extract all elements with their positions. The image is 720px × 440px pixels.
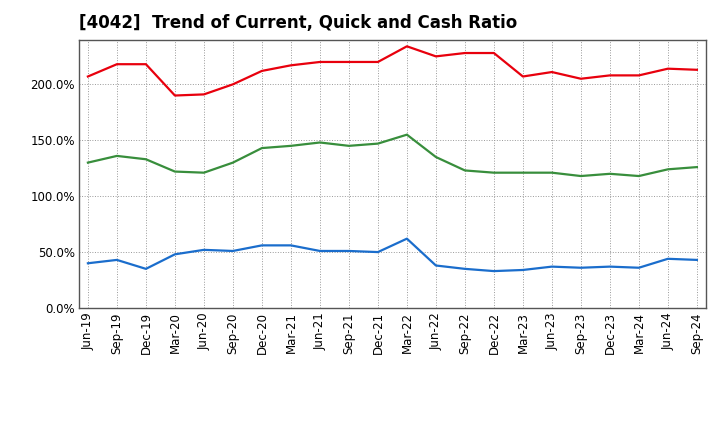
Cash Ratio — [490, 268, 498, 274]
Cash Ratio — [431, 263, 440, 268]
Current Ratio — [518, 74, 527, 79]
Quick Ratio — [693, 165, 701, 170]
Cash Ratio — [577, 265, 585, 270]
Quick Ratio — [84, 160, 92, 165]
Cash Ratio — [171, 252, 179, 257]
Cash Ratio — [606, 264, 614, 269]
Quick Ratio — [402, 132, 411, 137]
Quick Ratio — [606, 171, 614, 176]
Current Ratio — [228, 82, 237, 87]
Quick Ratio — [431, 154, 440, 160]
Current Ratio — [287, 62, 295, 68]
Current Ratio — [84, 74, 92, 79]
Cash Ratio — [228, 248, 237, 253]
Quick Ratio — [374, 141, 382, 146]
Quick Ratio — [518, 170, 527, 175]
Current Ratio — [199, 92, 208, 97]
Cash Ratio — [664, 256, 672, 261]
Cash Ratio — [142, 266, 150, 271]
Cash Ratio — [258, 243, 266, 248]
Quick Ratio — [199, 170, 208, 175]
Quick Ratio — [634, 173, 643, 179]
Cash Ratio — [112, 257, 121, 263]
Current Ratio — [490, 50, 498, 55]
Quick Ratio — [112, 153, 121, 158]
Text: [4042]  Trend of Current, Quick and Cash Ratio: [4042] Trend of Current, Quick and Cash … — [79, 15, 518, 33]
Quick Ratio — [258, 146, 266, 151]
Cash Ratio — [199, 247, 208, 253]
Current Ratio — [345, 59, 354, 65]
Current Ratio — [461, 50, 469, 55]
Line: Quick Ratio: Quick Ratio — [88, 135, 697, 176]
Line: Cash Ratio: Cash Ratio — [88, 238, 697, 271]
Quick Ratio — [171, 169, 179, 174]
Cash Ratio — [345, 248, 354, 253]
Current Ratio — [664, 66, 672, 71]
Cash Ratio — [461, 266, 469, 271]
Quick Ratio — [287, 143, 295, 148]
Cash Ratio — [548, 264, 557, 269]
Quick Ratio — [461, 168, 469, 173]
Current Ratio — [315, 59, 324, 65]
Current Ratio — [258, 68, 266, 73]
Current Ratio — [693, 67, 701, 73]
Current Ratio — [606, 73, 614, 78]
Cash Ratio — [693, 257, 701, 263]
Quick Ratio — [577, 173, 585, 179]
Quick Ratio — [142, 157, 150, 162]
Cash Ratio — [402, 236, 411, 241]
Current Ratio — [112, 62, 121, 67]
Current Ratio — [402, 44, 411, 49]
Quick Ratio — [315, 140, 324, 145]
Line: Current Ratio: Current Ratio — [88, 46, 697, 95]
Current Ratio — [431, 54, 440, 59]
Current Ratio — [548, 70, 557, 75]
Cash Ratio — [634, 265, 643, 270]
Quick Ratio — [228, 160, 237, 165]
Cash Ratio — [287, 243, 295, 248]
Cash Ratio — [374, 249, 382, 255]
Cash Ratio — [315, 248, 324, 253]
Current Ratio — [142, 62, 150, 67]
Cash Ratio — [518, 268, 527, 273]
Current Ratio — [634, 73, 643, 78]
Quick Ratio — [548, 170, 557, 175]
Cash Ratio — [84, 260, 92, 266]
Quick Ratio — [345, 143, 354, 148]
Quick Ratio — [664, 167, 672, 172]
Current Ratio — [171, 93, 179, 98]
Current Ratio — [577, 76, 585, 81]
Quick Ratio — [490, 170, 498, 175]
Current Ratio — [374, 59, 382, 65]
